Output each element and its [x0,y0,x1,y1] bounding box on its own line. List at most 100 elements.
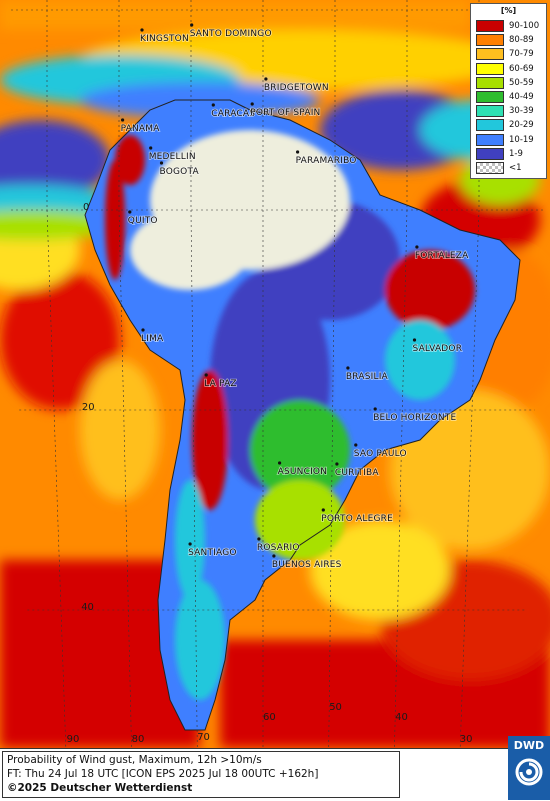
caption-forecast-time: FT: Thu 24 Jul 18 UTC [ICON EPS 2025 Jul… [7,768,319,780]
city-marker [250,102,254,106]
city-label: FORTALEZA [415,251,469,261]
city-marker [272,554,276,558]
legend-entry: 30-39 [476,105,544,118]
meridian-line [46,0,67,748]
legend-swatch [476,91,504,103]
land-field [105,130,475,700]
legend: [%] 90-100 80-89 70-79 60-69 50-59 40-49 30-39… [470,3,547,179]
legend-entry: 40-49 [476,91,544,103]
legend-swatch [476,48,504,61]
graticule [11,0,544,748]
legend-swatch [476,162,504,174]
city-marker [321,508,325,512]
legend-swatch [476,119,504,132]
city-marker [140,28,144,32]
probability-map: KINGSTON SANTO DOMINGOBRIDGETOWNCARACASPO… [0,0,550,748]
dwd-logo-text: DWD [513,739,545,752]
graticule-label: 50 [329,702,342,713]
graticule-label: 20 [82,402,95,413]
city-label: PARAMARIBO [296,156,357,166]
city-label: BRASILIA [346,372,389,382]
city-label: BELO HORIZONTE [373,413,456,423]
legend-entry: 80-89 [476,34,544,47]
legend-swatch [476,62,504,75]
graticule-label: 40 [81,602,94,613]
city-marker [190,23,194,27]
city-marker [296,150,300,154]
city-marker [354,443,358,447]
graticule-label: 60 [263,712,276,723]
city-marker [346,366,350,370]
legend-label: 50-59 [509,77,534,88]
city-label: MEDELLIN [149,152,196,162]
legend-label: 70-79 [509,49,534,60]
legend-entry: <1 [476,162,544,174]
city-label: LA PAZ [204,379,237,389]
legend-label: 80-89 [509,35,534,46]
legend-label: 40-49 [509,92,534,102]
dwd-logo: DWD [508,736,550,800]
city-marker [415,245,419,249]
city-marker [204,373,208,377]
meridian-line [190,0,198,748]
city-label: BRIDGETOWN [264,83,329,93]
city-marker [141,328,145,332]
graticule-label: 0 [83,202,89,213]
legend-swatch [476,133,504,146]
legend-label: <1 [509,163,522,173]
graticule-label: 90 [67,734,80,745]
legend-entry: 60-69 [476,62,544,75]
city-marker [188,542,192,546]
city-label: PORTO ALEGRE [321,514,393,524]
city-label: BUENOS AIRES [272,560,342,570]
city-label: KINGSTON [140,34,189,44]
caption-box: Probability of Wind gust, Maximum, 12h >… [2,751,400,798]
legend-swatch [476,76,504,89]
legend-label: 20-29 [509,120,534,131]
city-marker [335,462,339,466]
legend-swatch [476,105,504,118]
legend-label: 60-69 [509,63,534,74]
city-marker [264,77,268,81]
city-label: SANTIAGO [188,548,237,558]
city-label: ROSARIO [257,543,300,553]
city-label: SALVADOR [413,344,463,354]
legend-label: 10-19 [509,134,534,145]
city-label: CURITIBA [335,468,380,478]
legend-entry: 50-59 [476,76,544,89]
footer: Probability of Wind gust, Maximum, 12h >… [0,748,550,801]
caption-copyright: ©2025 Deutscher Wetterdienst [7,782,193,794]
legend-entry: 10-19 [476,133,544,146]
city-label: PORT OF SPAIN [250,108,320,118]
city-label: BOGOTA [160,167,200,177]
legend-label: 1-9 [509,148,523,159]
city-label: SANTO DOMINGO [190,29,272,39]
swirl-icon [515,758,543,786]
graticule-label: 80 [132,734,145,745]
legend-entry: 20-29 [476,119,544,132]
city-marker [257,537,261,541]
caption-title: Probability of Wind gust, Maximum, 12h >… [7,754,262,766]
city-marker [128,210,132,214]
legend-entry: 90-100 [476,20,544,32]
legend-swatch [476,20,504,32]
city-label: SAO PAULO [354,449,407,459]
city-marker [149,146,153,150]
legend-swatch [476,147,504,160]
legend-label: 90-100 [509,21,540,31]
meridian-line [328,0,336,748]
legend-entry: 1-9 [476,147,544,160]
meridian-line [394,0,408,748]
city-marker [121,118,125,122]
graticule-label: 30 [460,734,473,745]
graticule-label: 70 [197,732,210,743]
city-label: ASUNCION [278,467,328,477]
city-label: LIMA [141,334,164,344]
city-marker [159,161,164,165]
city-marker [373,407,377,411]
city-marker [278,461,282,465]
legend-swatch [476,34,504,47]
graticule-label: 40 [395,712,408,723]
city-marker [412,338,417,342]
city-labels: KINGSTON SANTO DOMINGOBRIDGETOWNCARACASPO… [120,23,470,571]
